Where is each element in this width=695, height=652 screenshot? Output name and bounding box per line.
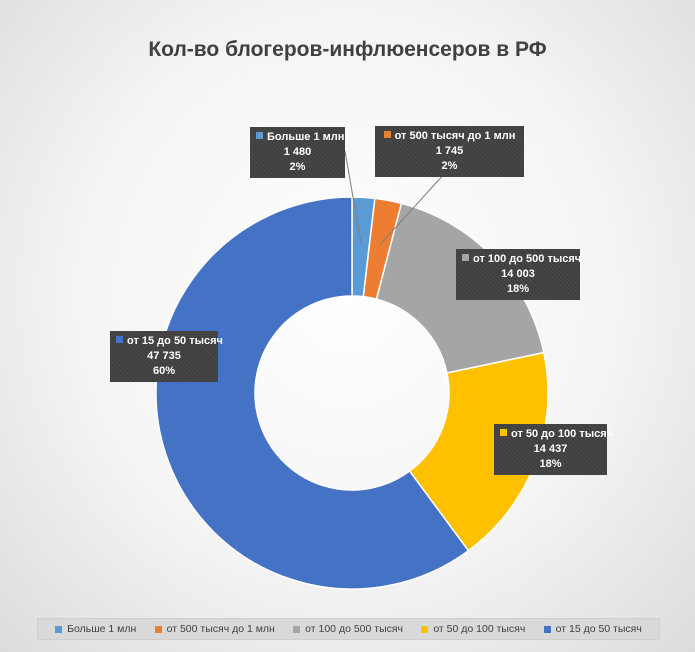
data-label-value: 1 745 bbox=[435, 145, 464, 157]
data-label-percent: 60% bbox=[152, 365, 176, 377]
data-label-name: от 100 до 500 тысяч bbox=[473, 253, 582, 265]
data-label-percent: 2% bbox=[441, 160, 458, 172]
data-label-1: Больше 1 млн 1 480 2% bbox=[250, 127, 345, 178]
data-label-value: 1 480 bbox=[283, 146, 312, 158]
label-key-swatch bbox=[462, 254, 469, 261]
label-key-swatch bbox=[383, 131, 391, 138]
legend-label: от 50 до 100 тысяч bbox=[433, 623, 526, 635]
data-label-value: 14 437 bbox=[533, 443, 568, 455]
data-label-4: от 50 до 100 тысяч 14 437 18% bbox=[494, 424, 613, 475]
legend-label: Больше 1 млн bbox=[67, 623, 137, 635]
label-key-swatch bbox=[500, 429, 507, 436]
chart-legend: Больше 1 млн от 500 тысяч до 1 млн от 100 … bbox=[37, 618, 660, 640]
legend-swatch bbox=[421, 625, 429, 633]
data-label-percent: 18% bbox=[506, 283, 530, 295]
label-key-swatch bbox=[256, 132, 263, 139]
legend-item-5: от 15 до 50 тысяч bbox=[543, 623, 642, 635]
data-label-3: от 100 до 500 тысяч 14 003 18% bbox=[456, 249, 582, 300]
legend-item-3: от 100 до 500 тысяч bbox=[293, 623, 403, 635]
data-label-percent: 18% bbox=[539, 458, 562, 470]
data-label-2: от 500 тысяч до 1 млн 1 745 2% bbox=[375, 126, 524, 177]
slice-4 bbox=[408, 351, 549, 552]
slice-5 bbox=[155, 196, 470, 590]
legend-item-1: Больше 1 млн bbox=[55, 623, 136, 635]
data-label-5: от 15 до 50 тысяч 47 735 60% bbox=[110, 331, 223, 382]
label-key-swatch bbox=[116, 336, 123, 343]
legend-item-4: от 50 до 100 тысяч bbox=[421, 623, 525, 635]
leader-line-1 bbox=[344, 150, 362, 243]
legend-swatch bbox=[55, 625, 63, 633]
legend-swatch bbox=[154, 625, 162, 633]
legend-label: от 500 тысяч до 1 млн bbox=[166, 623, 275, 635]
data-label-name: от 15 до 50 тысяч bbox=[127, 335, 223, 347]
chart-title: Кол-во блогеров-инфлюенсеров в РФ bbox=[148, 38, 547, 61]
data-label-percent: 2% bbox=[289, 161, 306, 173]
data-label-value: 14 003 bbox=[501, 268, 535, 280]
legend-swatch bbox=[293, 625, 301, 633]
data-label-value: 47 735 bbox=[147, 350, 181, 362]
data-label-name: от 500 тысяч до 1 млн bbox=[394, 130, 516, 142]
legend-label: от 15 до 50 тысяч bbox=[555, 623, 642, 635]
leader-line-2 bbox=[379, 172, 446, 245]
data-label-name: от 50 до 100 тысяч bbox=[511, 428, 614, 440]
legend-swatch bbox=[543, 625, 551, 633]
legend-item-2: от 500 тысяч до 1 млн bbox=[154, 623, 275, 635]
legend-label: от 100 до 500 тысяч bbox=[305, 623, 404, 635]
data-label-name: Больше 1 млн bbox=[267, 131, 345, 143]
